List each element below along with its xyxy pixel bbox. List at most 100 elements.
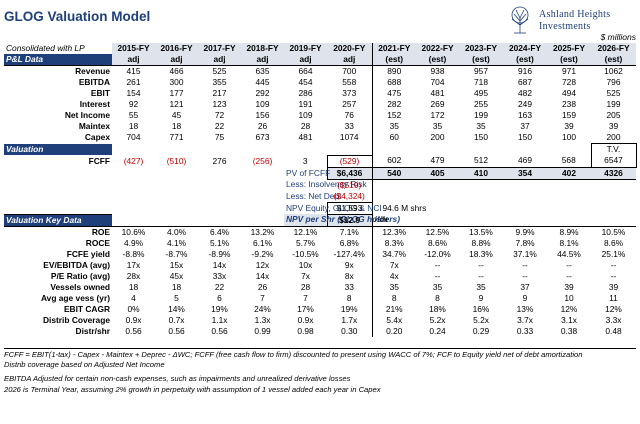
cell-value: 688 <box>371 77 416 88</box>
section-pl: P&L Data <box>4 54 112 66</box>
cell-value: 5.7% <box>295 237 316 248</box>
cell-value: 5.1% <box>209 237 230 248</box>
cell-value: 445 <box>255 77 270 87</box>
cell-value: 199 <box>474 110 488 120</box>
cell-value: 3.7x <box>517 314 533 325</box>
pv-value: 540 <box>371 166 416 180</box>
cell-value: 7.1% <box>327 225 372 238</box>
key-data-row: FCFE yield -8.8% -8.7% -8.9% -9.2% -10.5% -127… <box>4 248 636 260</box>
company-logo: Ashland Heights Investments <box>506 3 638 37</box>
cell-value: 0.24 <box>429 325 446 336</box>
cell-value: -- <box>566 259 572 270</box>
cell-value: 10.6% <box>112 225 155 238</box>
cell-value: 796 <box>606 77 621 87</box>
cell-value: 10x <box>298 259 313 270</box>
cell-value: 156 <box>255 110 270 120</box>
pv-value: 4326 <box>591 166 636 180</box>
cell-value: -10.5% <box>292 248 319 259</box>
cell-value: 17% <box>297 303 314 314</box>
npv-equity-label: NPV Equity, GLOG & NCI <box>286 202 382 213</box>
year-sub: (est) <box>371 54 416 66</box>
logo-subname: Investments <box>539 21 591 32</box>
key-data-row: Avg age vess (yr) 4 5 6 7 7 8 8 8 9 9 10 11 <box>4 292 636 304</box>
cell-value: 45x <box>169 270 184 281</box>
pl-row: Interest 92 121 123 109 191 257 282 269 255 249 238… <box>4 99 636 110</box>
cell-value: 0.98 <box>297 325 314 336</box>
cell-value: 60 <box>371 132 416 144</box>
insolvency-value: ($519) <box>337 179 362 190</box>
cell-value: 109 <box>298 110 313 120</box>
cell-value: 200 <box>430 132 445 143</box>
cell-value: 28x <box>126 270 141 281</box>
pl-row: Revenue 415 466 525 635 664 700 890 938 957 916 971… <box>4 65 636 77</box>
cell-value: 282 <box>371 99 416 110</box>
cell-value: 154 <box>126 88 141 98</box>
cell-value: 971 <box>562 66 576 76</box>
cell-value: 916 <box>518 66 532 76</box>
cell-value: 45 <box>171 110 182 120</box>
cell-value: 249 <box>518 99 532 109</box>
cell-value: 238 <box>562 99 576 109</box>
pv-value: 402 <box>547 166 591 180</box>
year-header: 2016-FY <box>155 43 198 54</box>
cell-value: 1.3x <box>254 314 271 325</box>
cell-value: 6.8% <box>339 237 359 248</box>
cell-value: 704 <box>430 77 445 87</box>
cell-value: -- <box>566 270 572 281</box>
cell-value: 3.1x <box>561 314 577 325</box>
cell-value: 18% <box>429 303 446 314</box>
cell-value: 7 <box>303 292 308 303</box>
cell-value: 8.1% <box>559 237 579 248</box>
cell-value: 10.5% <box>591 225 636 238</box>
cell-value: 13.2% <box>241 225 284 238</box>
row-label: Capex <box>84 132 110 143</box>
row-label: FCFE yield <box>66 248 110 259</box>
insolvency-row: Less: Insolvency Risk ($519) <box>4 179 636 191</box>
cell-value: 3.3x <box>605 314 622 325</box>
cell-value: 25.1% <box>601 248 626 259</box>
insolvency-label: Less: Insolvency Risk <box>286 179 367 190</box>
row-label: EBIT <box>90 88 110 98</box>
cell-value: 0.9x <box>297 314 314 325</box>
cell-value: -- <box>610 270 617 281</box>
cell-value: 18 <box>128 281 139 292</box>
cell-value: 718 <box>474 77 488 87</box>
cell-value: -- <box>434 270 441 281</box>
cell-value: 15x <box>169 259 184 270</box>
pv-value: 354 <box>503 166 547 180</box>
year-sub: (est) <box>591 54 636 66</box>
cell-value: 13.5% <box>459 225 503 238</box>
cell-value: -12.0% <box>424 248 451 259</box>
cell-value: 0.20 <box>371 325 416 337</box>
cell-value: 0.29 <box>472 325 490 336</box>
cell-value: 300 <box>169 77 184 87</box>
cell-value: 18 <box>171 121 182 131</box>
cell-value: 1.1x <box>211 314 228 325</box>
cell-value: 700 <box>342 66 357 76</box>
cell-value: 7.8% <box>515 237 535 248</box>
cell-value: 9 <box>522 292 528 303</box>
cell-value: 5 <box>174 292 179 303</box>
cell-value: 0.38 <box>560 325 578 336</box>
cell-value: 261 <box>126 77 141 87</box>
header-subs-row: P&L Data adj adj adj adj adj adj (est) (est) (est… <box>4 54 636 66</box>
cell-value: 35 <box>371 281 416 293</box>
cell-value: -8.9% <box>208 248 231 259</box>
cell-value: 0.56 <box>211 325 228 336</box>
cell-value: 177 <box>169 88 184 98</box>
cell-value: 24% <box>254 303 271 314</box>
cell-value: 0.9x <box>125 314 142 325</box>
fcff-value: 3 <box>302 155 308 166</box>
fcff-value: (510) <box>166 155 187 166</box>
cell-value: 7x <box>301 270 310 281</box>
cell-value: 525 <box>212 66 227 76</box>
units-label: $ millions <box>600 32 636 42</box>
cell-value: 8 <box>435 292 440 303</box>
row-label: EV/EBITDA (avg) <box>43 259 110 270</box>
cell-value: 11 <box>609 292 618 303</box>
cell-value: 35 <box>476 121 486 131</box>
cell-value: 26 <box>257 281 268 292</box>
npv-share-label: NPV per Shr (GLOG holders) <box>284 214 401 226</box>
cell-value: -127.4% <box>333 248 365 259</box>
cell-value: 494 <box>562 88 576 98</box>
